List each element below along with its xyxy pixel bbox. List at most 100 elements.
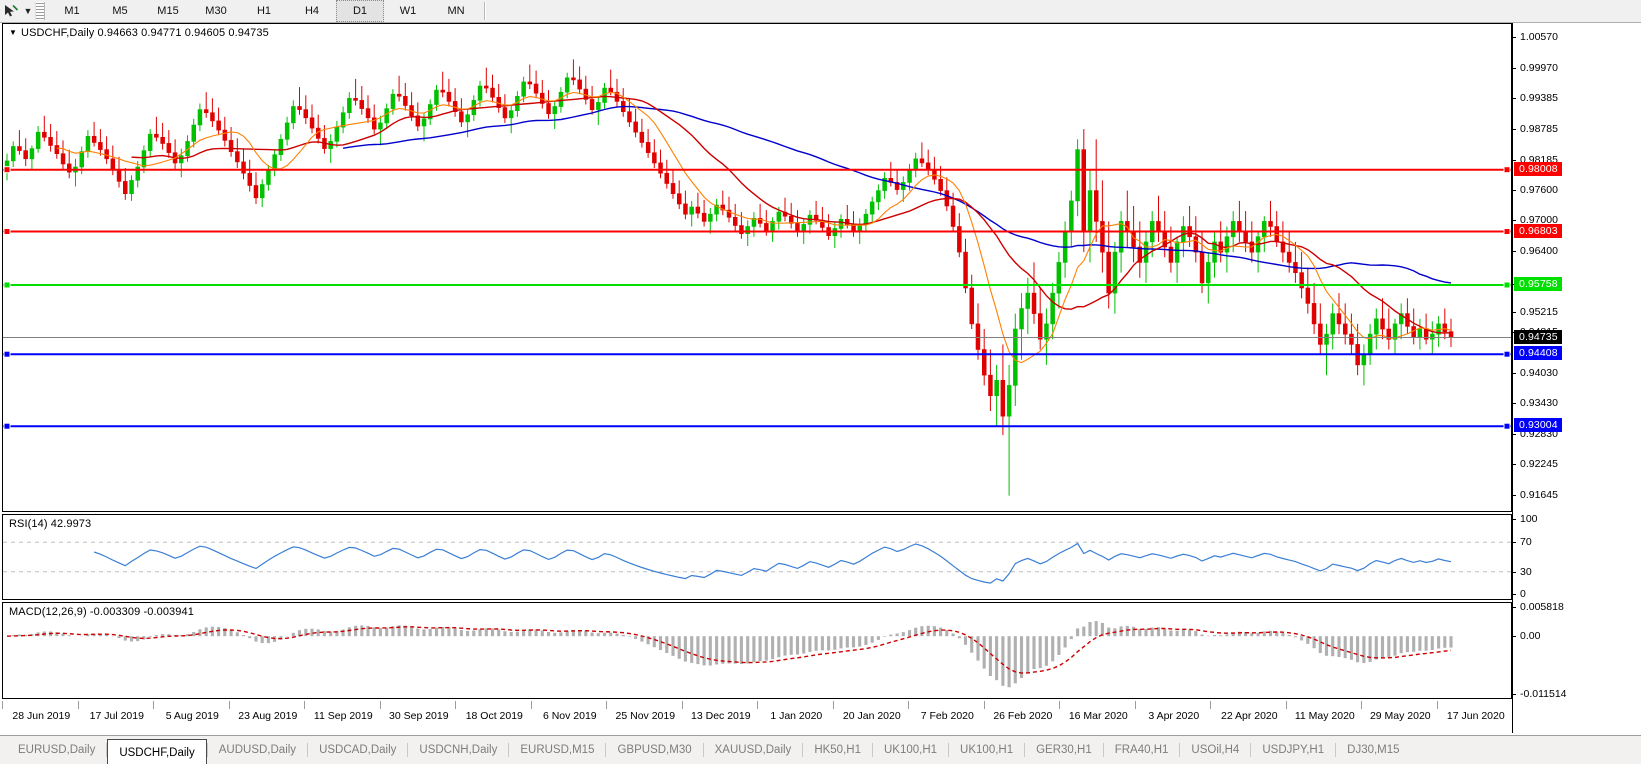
chart-tab-dj30-m15[interactable]: DJ30,M15 — [1347, 744, 1400, 756]
price-tick: 0.97000 — [1513, 214, 1558, 226]
rsi-tick: 70 — [1513, 536, 1532, 548]
rsi-tick: 100 — [1513, 513, 1538, 525]
rsi-label: RSI(14) 42.9973 — [9, 518, 92, 530]
chart-tab-uk100-h1[interactable]: UK100,H1 — [883, 744, 938, 756]
tab-divider — [307, 743, 309, 757]
time-tick-separator — [1361, 701, 1362, 709]
chart-tab-usdchf-daily[interactable]: USDCHF,Daily — [107, 739, 207, 764]
macd-tick: 0.005818 — [1513, 601, 1564, 613]
chart-area[interactable]: ▼ USDCHF,Daily 0.94663 0.94771 0.94605 0.… — [2, 23, 1639, 733]
price-tick: 0.91645 — [1513, 489, 1558, 501]
toolbar-grip[interactable] — [35, 2, 45, 20]
timeframe-h1[interactable]: H1 — [256, 5, 272, 17]
price-tick: 0.98785 — [1513, 123, 1558, 135]
time-tick: 26 Feb 2020 — [993, 710, 1053, 722]
chart-tab-usdjpy-h1[interactable]: USDJPY,H1 — [1262, 744, 1325, 756]
time-tick-separator — [757, 701, 758, 709]
price-tick: 0.95215 — [1513, 306, 1558, 318]
plot-panes: ▼ USDCHF,Daily 0.94663 0.94771 0.94605 0.… — [2, 23, 1512, 733]
time-tick: 17 Jul 2019 — [89, 710, 144, 722]
macd-label: MACD(12,26,9) -0.003309 -0.003941 — [9, 606, 194, 618]
macd-tick: 0.00 — [1513, 630, 1540, 642]
time-tick-separator — [983, 701, 985, 709]
time-tick-separator — [530, 701, 532, 709]
time-tick-separator — [1134, 701, 1136, 709]
time-tick-separator — [832, 701, 834, 709]
chart-tab-xauusd-daily[interactable]: XAUUSD,Daily — [714, 744, 792, 756]
chevron-down-icon[interactable]: ▼ — [23, 6, 33, 16]
price-candlestick-canvas — [3, 59, 1511, 496]
time-tick: 17 Jun 2020 — [1446, 710, 1505, 722]
chart-tab-usdcnh-daily[interactable]: USDCNH,Daily — [419, 744, 498, 756]
time-tick-separator — [908, 701, 909, 709]
time-tick: 30 Sep 2019 — [389, 710, 449, 722]
time-tick: 7 Feb 2020 — [920, 710, 974, 722]
time-tick: 3 Apr 2020 — [1148, 710, 1200, 722]
price-level-label-black[interactable]: 0.94735 — [1514, 329, 1562, 344]
chart-tab-ger30-h1[interactable]: GER30,H1 — [1036, 744, 1092, 756]
time-tick: 18 Oct 2019 — [465, 710, 523, 722]
time-tick-separator — [681, 701, 683, 709]
crosshair-cursor-icon[interactable] — [0, 1, 22, 21]
chart-tab-usoil-h4[interactable]: USOil,H4 — [1191, 744, 1240, 756]
price-tick: 0.97600 — [1513, 184, 1558, 196]
time-axis[interactable]: 28 Jun 2019 17 Jul 2019 5 Aug 2019 23 Aug 2… — [2, 701, 1512, 733]
price-level-label-green[interactable]: 0.95758 — [1514, 277, 1562, 291]
timeframe-h4[interactable]: H4 — [304, 5, 320, 17]
chart-tab-hk50-h1[interactable]: HK50,H1 — [814, 744, 861, 756]
time-tick: 25 Nov 2019 — [615, 710, 676, 722]
tab-divider — [871, 743, 873, 757]
price-level-label-blue[interactable]: 0.93004 — [1514, 418, 1562, 433]
time-tick: 20 Jan 2020 — [842, 710, 901, 722]
chart-tab-audusd-daily[interactable]: AUDUSD,Daily — [218, 744, 297, 756]
price-level-label-blue[interactable]: 0.94408 — [1514, 346, 1562, 361]
timeframe-mn[interactable]: MN — [447, 5, 465, 17]
tab-divider — [605, 743, 607, 757]
time-tick-separator — [2, 701, 3, 709]
timeframe-d1[interactable]: D1 — [336, 0, 384, 22]
time-tick: 23 Aug 2019 — [238, 710, 298, 722]
time-tick: 5 Aug 2019 — [165, 710, 219, 722]
rsi-pane[interactable]: RSI(14) 42.9973 — [2, 514, 1512, 600]
time-tick: 29 May 2020 — [1369, 710, 1431, 722]
time-tick-separator — [228, 701, 230, 709]
tab-divider — [1102, 743, 1104, 757]
tab-divider — [948, 743, 950, 757]
tab-divider — [508, 743, 510, 757]
chart-tab-fra40-h1[interactable]: FRA40,H1 — [1114, 744, 1169, 756]
macd-tick: -0.011514 — [1513, 688, 1567, 700]
chart-tab-usdcad-daily[interactable]: USDCAD,Daily — [319, 744, 397, 756]
time-tick: 1 Jan 2020 — [770, 710, 823, 722]
time-tick-separator — [153, 701, 154, 709]
time-tick: 11 May 2020 — [1294, 710, 1355, 722]
chart-tab-eurusd-m15[interactable]: EURUSD,M15 — [520, 744, 595, 756]
macd-pane[interactable]: MACD(12,26,9) -0.003309 -0.003941 — [2, 602, 1512, 699]
rsi-tick: 0 — [1513, 588, 1526, 600]
collapse-caret-icon[interactable]: ▼ — [9, 28, 18, 37]
tab-divider — [802, 743, 804, 757]
price-level-label-red[interactable]: 0.98008 — [1514, 161, 1562, 176]
time-tick: 28 Jun 2019 — [12, 710, 71, 722]
price-pane[interactable]: ▼ USDCHF,Daily 0.94663 0.94771 0.94605 0.… — [2, 23, 1512, 512]
timeframe-m30[interactable]: M30 — [205, 5, 227, 17]
tab-divider — [206, 743, 208, 757]
rsi-tick: 30 — [1513, 566, 1532, 578]
tab-divider — [407, 743, 409, 757]
price-tick: 0.94030 — [1513, 367, 1558, 379]
price-level-label-red[interactable]: 0.96803 — [1514, 223, 1562, 238]
toolbar-separator — [484, 2, 486, 20]
timeframe-m1[interactable]: M1 — [64, 5, 80, 17]
chart-tab-eurusd-daily[interactable]: EURUSD,Daily — [18, 744, 96, 756]
timeframe-w1[interactable]: W1 — [399, 5, 417, 17]
chart-tab-bar[interactable]: EURUSD,Daily USDCHF,Daily AUDUSD,Daily USDC… — [0, 735, 1641, 764]
time-tick: 22 Apr 2020 — [1220, 710, 1278, 722]
rsi-canvas — [3, 541, 1511, 584]
price-axis[interactable]: 1.00570 0.99970 0.99385 0.98785 0.98185 0.976… — [1512, 23, 1639, 733]
timeframe-m15[interactable]: M15 — [157, 5, 179, 17]
price-tick: 1.00570 — [1513, 31, 1558, 43]
chart-tab-gbpusd-m30[interactable]: GBPUSD,M30 — [617, 744, 692, 756]
chart-tab-uk100-h1[interactable]: UK100,H1 — [960, 744, 1014, 756]
timeframe-m5[interactable]: M5 — [112, 5, 128, 17]
price-tick: 0.99385 — [1513, 92, 1558, 104]
